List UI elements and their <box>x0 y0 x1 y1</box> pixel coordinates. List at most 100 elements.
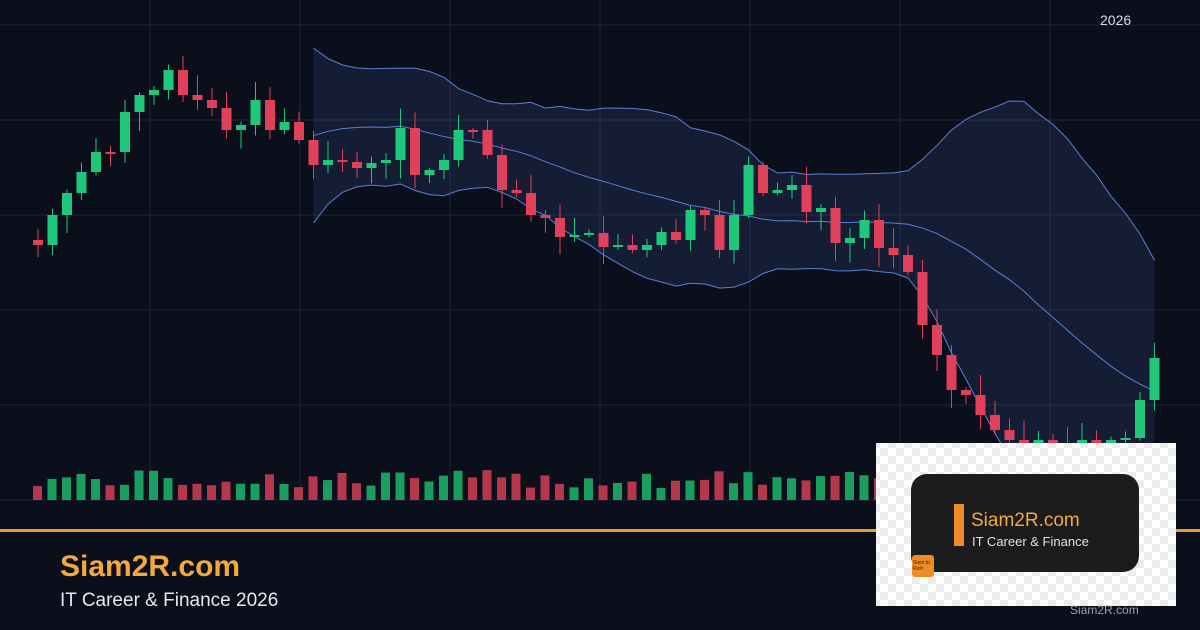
candle <box>178 70 188 95</box>
volume-bar <box>613 482 622 500</box>
candle <box>236 125 246 130</box>
candle <box>758 165 768 193</box>
candle <box>265 100 275 130</box>
card <box>911 474 1139 572</box>
card-accent <box>954 504 964 546</box>
candle <box>149 90 159 95</box>
volume-bar <box>482 470 492 500</box>
volume-bar <box>830 475 840 500</box>
volume-bar <box>772 477 782 500</box>
candle <box>424 170 435 175</box>
candle <box>250 100 261 125</box>
volume-bar <box>308 476 318 500</box>
volume-bar <box>845 472 854 500</box>
candle <box>395 128 406 160</box>
volume-bar <box>250 483 260 500</box>
candle <box>1077 440 1087 445</box>
candle <box>555 218 565 237</box>
candle <box>308 140 319 165</box>
candle <box>120 112 130 152</box>
volume-bar <box>323 480 332 500</box>
candle <box>323 160 333 165</box>
volume-bar <box>714 471 724 500</box>
candle <box>47 215 58 245</box>
volume-bar <box>91 479 100 500</box>
volume-bar <box>439 475 448 500</box>
candle <box>105 152 116 154</box>
volume-bar <box>149 470 158 500</box>
volume-bar <box>468 477 477 500</box>
candle <box>888 248 899 255</box>
volume-bar <box>337 472 347 500</box>
candle <box>961 390 971 395</box>
volume-bar <box>410 478 419 500</box>
volume-bar <box>395 472 405 500</box>
candle <box>932 325 942 355</box>
candle <box>946 355 957 390</box>
volume-bar <box>758 484 767 500</box>
candle <box>497 155 507 190</box>
candle <box>76 172 87 193</box>
volume-bar <box>120 484 129 500</box>
candle <box>410 128 420 175</box>
volume-bar <box>584 478 593 500</box>
candle <box>279 122 290 130</box>
candle <box>700 210 710 215</box>
volume-bar <box>134 470 144 500</box>
volume-bar <box>265 474 274 500</box>
candle <box>1149 358 1160 400</box>
volume-bar <box>685 480 695 500</box>
volume-bar <box>221 481 231 500</box>
volume-bar <box>279 483 289 500</box>
candle <box>613 245 623 247</box>
volume-bar <box>787 478 796 500</box>
volume-bar <box>627 481 637 500</box>
candle <box>859 220 870 238</box>
volume-bar <box>381 472 390 500</box>
candle <box>207 100 217 108</box>
candle <box>366 163 377 168</box>
volume-bar <box>236 483 245 500</box>
volume-bar <box>497 477 506 500</box>
candle <box>1091 440 1102 445</box>
candle <box>91 152 101 172</box>
candle <box>642 245 652 250</box>
candle <box>221 108 232 130</box>
candle <box>1033 440 1044 445</box>
candle <box>816 208 826 212</box>
candle <box>830 208 841 243</box>
volume-bar <box>453 470 463 500</box>
candle <box>874 220 884 248</box>
candle <box>671 232 681 240</box>
volume-bar <box>656 487 666 500</box>
volume-bar <box>598 485 608 500</box>
candle <box>352 162 362 168</box>
candle <box>1004 430 1015 440</box>
candle <box>134 95 145 112</box>
volume-bar <box>178 484 187 500</box>
volume-bar <box>540 475 550 500</box>
volume-bar <box>47 478 57 500</box>
candle <box>903 255 913 272</box>
candle <box>729 215 739 250</box>
candle <box>801 185 812 212</box>
candle <box>787 185 797 190</box>
candle <box>337 160 348 162</box>
volume-bar <box>801 480 811 500</box>
volume-bar <box>569 487 579 500</box>
candle <box>1019 440 1029 445</box>
volume-bar <box>555 483 564 500</box>
candle <box>381 160 391 163</box>
candle <box>975 395 986 415</box>
candle <box>511 190 522 193</box>
candle <box>540 215 551 218</box>
volume-bar <box>33 485 42 500</box>
volume-bar <box>105 485 115 500</box>
volume-bar <box>700 479 709 500</box>
year: 2026 <box>1100 12 1132 28</box>
volume-bar <box>352 483 361 500</box>
volume-bar <box>424 481 434 500</box>
volume-bar <box>816 476 825 500</box>
